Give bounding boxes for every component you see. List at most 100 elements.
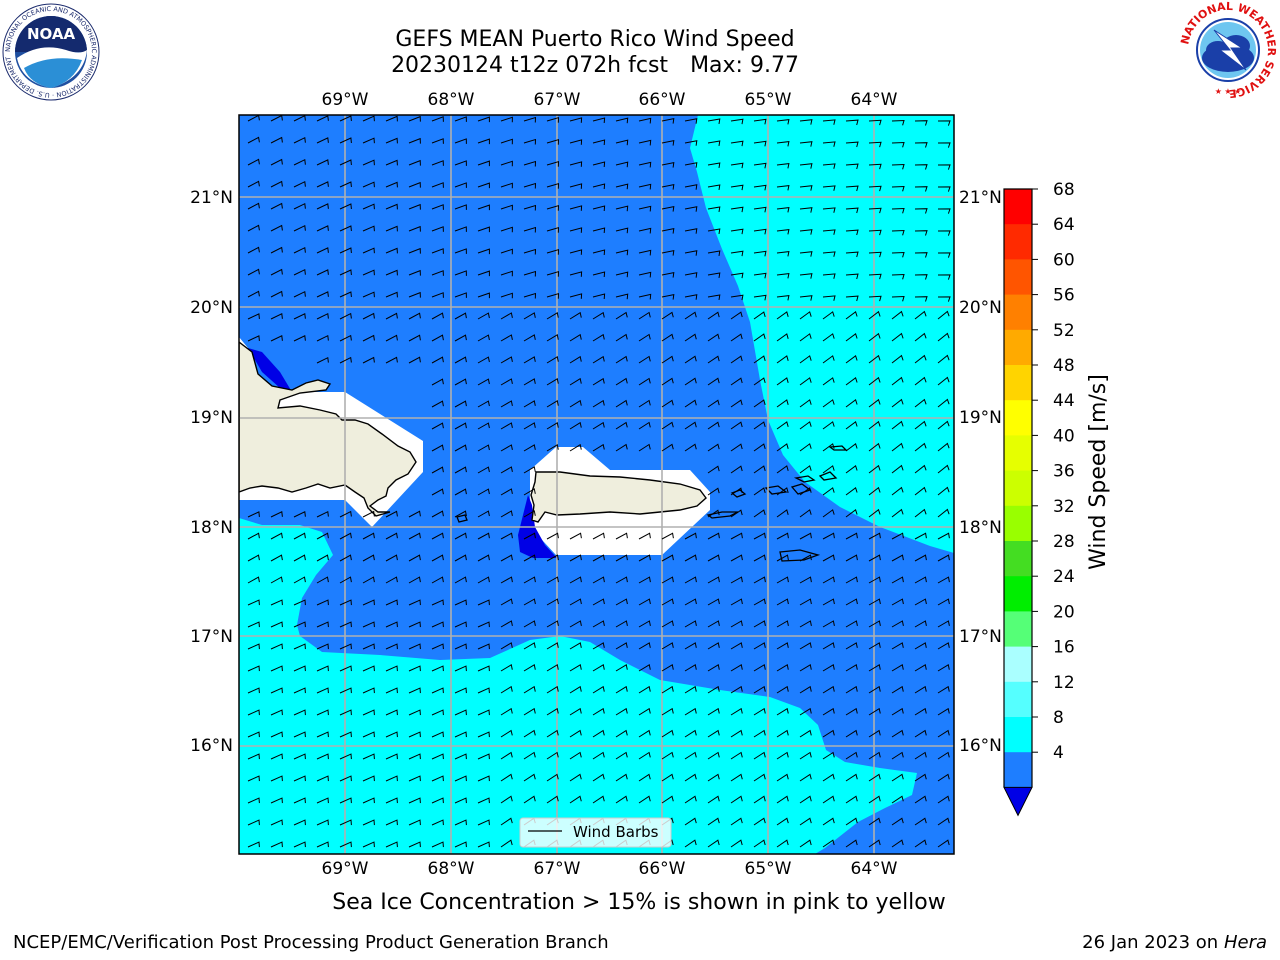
- wind-barb: [477, 643, 490, 650]
- wind-barb: [615, 333, 628, 342]
- wind-barb: [822, 399, 835, 408]
- wind-barb: [362, 819, 375, 826]
- wind-barb: [615, 707, 628, 716]
- wind-barb: [247, 731, 260, 738]
- wind-barb: [799, 333, 812, 342]
- wind-barb: [454, 554, 467, 562]
- wind-barb: [937, 598, 950, 606]
- wind-barb: [339, 599, 352, 606]
- wind-barb: [247, 599, 260, 606]
- wind-barb: [500, 707, 513, 716]
- wind-barb: [454, 226, 467, 232]
- wind-barb: [431, 248, 444, 254]
- wind-barb: [385, 225, 398, 232]
- wind-barb: [523, 422, 536, 430]
- wind-barb: [914, 795, 927, 804]
- wind-barb: [270, 687, 283, 694]
- wind-barb: [477, 226, 490, 233]
- wind-barb: [638, 377, 651, 386]
- wind-barb: [477, 182, 490, 189]
- wind-barb: [362, 643, 375, 650]
- wind-barb: [615, 377, 628, 386]
- wind-barb: [799, 399, 812, 408]
- wind-barb: [569, 620, 582, 628]
- wind-barb: [293, 819, 306, 826]
- wind-barb: [316, 797, 329, 804]
- wind-barb: [891, 729, 904, 738]
- wind-barb: [868, 163, 882, 170]
- wind-barb: [247, 841, 260, 848]
- wind-barb: [615, 664, 628, 672]
- wind-barb: [523, 620, 536, 628]
- wind-barb: [799, 642, 812, 650]
- wind-barb: [454, 334, 467, 342]
- wind-barb: [753, 664, 766, 672]
- wind-barb: [385, 687, 398, 694]
- wind-barb: [385, 709, 398, 716]
- wind-barb: [868, 751, 881, 760]
- wind-barb: [638, 205, 652, 212]
- wind-barb: [431, 576, 444, 584]
- wind-barb: [891, 398, 904, 408]
- wind-barb: [707, 443, 720, 452]
- wind-barb: [592, 664, 605, 672]
- wind-barb: [914, 554, 927, 562]
- wind-barb: [937, 354, 950, 364]
- wind-barb: [569, 271, 583, 277]
- wind-barb: [891, 251, 905, 258]
- wind-barb: [891, 332, 904, 342]
- wind-barb: [454, 841, 467, 848]
- wind-barb: [799, 817, 812, 826]
- wind-barb: [730, 140, 744, 147]
- map-legend: Wind Barbs: [519, 817, 672, 848]
- wind-barb: [776, 273, 790, 279]
- wind-barb: [914, 332, 927, 342]
- wind-barb: [477, 797, 490, 804]
- wind-barb: [707, 509, 720, 518]
- colorbar-tick-label: 36: [1053, 462, 1075, 482]
- wind-barb: [339, 643, 352, 650]
- wind-barb: [730, 355, 743, 364]
- wind-barb: [776, 421, 789, 430]
- wind-barb: [753, 140, 767, 147]
- small-islands: [456, 445, 848, 562]
- wind-barb: [914, 164, 928, 170]
- wind-barb: [569, 117, 583, 123]
- wind-barb: [592, 443, 605, 452]
- wind-barb: [293, 511, 306, 518]
- wind-barb: [638, 664, 651, 672]
- wind-barb: [500, 817, 513, 826]
- wind-barb: [270, 224, 283, 232]
- wind-barb: [776, 119, 790, 125]
- wind-barb: [523, 466, 536, 474]
- colorbar-tick-label: 56: [1053, 286, 1075, 306]
- wind-barb: [822, 620, 835, 628]
- wind-barb: [592, 355, 605, 364]
- wind-barb: [339, 247, 352, 254]
- wind-barb: [477, 378, 490, 386]
- wind-barb: [316, 753, 329, 760]
- wind-barb: [684, 118, 698, 124]
- wind-barb: [661, 271, 675, 278]
- wind-barb: [868, 839, 881, 848]
- wind-barb: [914, 310, 927, 320]
- wind-barb: [615, 620, 628, 628]
- wind-barb: [431, 312, 444, 320]
- wind-barb: [339, 532, 352, 540]
- wind-barb: [776, 773, 789, 782]
- wind-barb: [500, 292, 513, 299]
- wind-barb: [661, 620, 674, 628]
- wind-barb: [431, 753, 444, 760]
- wind-barb: [477, 532, 490, 540]
- wind-barb: [546, 334, 559, 342]
- wind-barb: [799, 119, 813, 125]
- wind-barb: [684, 642, 697, 650]
- wind-barb: [362, 137, 375, 144]
- wind-barb: [546, 642, 559, 650]
- wind-barb: [362, 269, 375, 276]
- wind-barb: [454, 466, 467, 474]
- wind-barb: [868, 664, 881, 672]
- wind-barb: [891, 229, 905, 236]
- wind-barb: [270, 797, 283, 804]
- wind-barb: [500, 839, 513, 848]
